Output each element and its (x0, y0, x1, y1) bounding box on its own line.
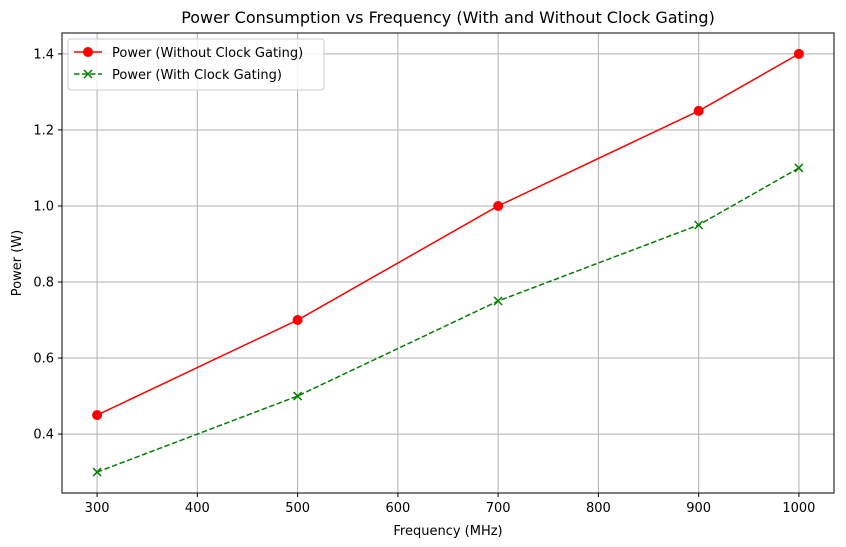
y-tick-label: 1.2 (33, 123, 54, 138)
x-tick-label: 700 (486, 501, 511, 516)
x-tick-label: 900 (686, 501, 711, 516)
legend-box (67, 38, 325, 91)
grid (62, 33, 834, 493)
x-tick-label: 600 (385, 501, 410, 516)
y-tick-label: 0.4 (33, 428, 54, 443)
data-point (293, 391, 303, 401)
y-tick-label: 1.4 (33, 47, 54, 62)
x-tick-label: 800 (586, 501, 611, 516)
legend-label: Power (Without Clock Gating) (112, 46, 303, 61)
legend-label: Power (With Clock Gating) (112, 68, 282, 83)
legend-marker (83, 69, 93, 79)
data-point (493, 200, 504, 211)
series-layer (92, 48, 804, 477)
legend-entry: Power (With Clock Gating) (74, 68, 282, 83)
data-point (793, 48, 804, 59)
plot-frame (61, 32, 835, 494)
data-point (694, 220, 704, 230)
series-2 (92, 163, 804, 477)
data-point (92, 410, 103, 421)
legend: Power (Without Clock Gating) Power (With … (67, 38, 325, 91)
y-tick-label: 0.8 (33, 276, 54, 291)
y-axis-ticks: 0.4 0.6 0.8 1.0 1.2 1.4 (33, 47, 62, 443)
y-axis-label: Power (W) (10, 230, 25, 296)
data-point (493, 296, 503, 306)
series-1 (92, 48, 804, 421)
x-axis-ticks: 300 400 500 600 700 800 900 1000 (85, 493, 815, 516)
x-tick-label: 500 (285, 501, 310, 516)
data-point (92, 467, 102, 477)
data-point (693, 105, 704, 116)
series-line (96, 167, 800, 473)
x-axis-label: Frequency (MHz) (393, 524, 502, 539)
legend-marker (83, 47, 93, 57)
legend-entry: Power (Without Clock Gating) (74, 46, 303, 61)
data-point (292, 315, 303, 326)
chart-title: Power Consumption vs Frequency (With and… (181, 8, 715, 27)
x-tick-label: 300 (85, 501, 110, 516)
y-tick-label: 1.0 (33, 199, 54, 214)
y-tick-label: 0.6 (33, 352, 54, 367)
data-point (794, 163, 804, 173)
series-line (96, 53, 800, 416)
x-tick-label: 400 (185, 501, 210, 516)
x-tick-label: 1000 (782, 501, 815, 516)
